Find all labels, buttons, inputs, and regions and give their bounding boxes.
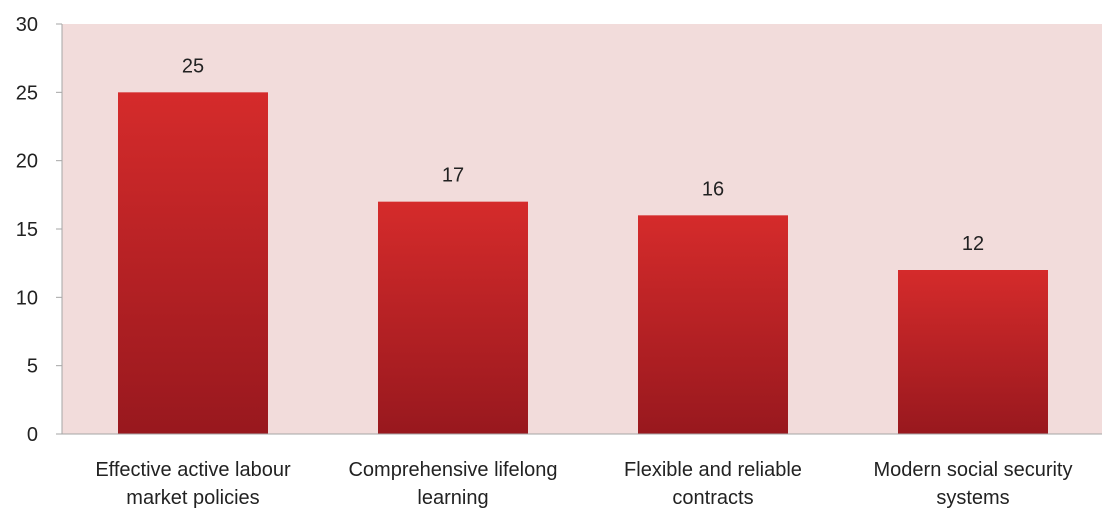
y-tick-label: 30: [16, 14, 38, 36]
category-label: Modern social security: [874, 459, 1073, 481]
bar-value-label: 12: [962, 233, 984, 255]
bar-value-label: 25: [182, 55, 204, 77]
y-tick-label: 10: [16, 287, 38, 309]
category-label: systems: [936, 487, 1009, 509]
data-labels: 25 17 16 12: [182, 55, 984, 255]
bar: [638, 215, 788, 434]
category-label: Effective active labour: [95, 459, 291, 481]
category-label: learning: [417, 487, 488, 509]
bar: [118, 92, 268, 434]
bar: [378, 201, 528, 434]
bar-value-label: 16: [702, 178, 724, 200]
bars: [118, 92, 1048, 434]
category-label: Comprehensive lifelong: [348, 459, 557, 481]
bar: [898, 270, 1048, 434]
y-axis-ticks: 0 5 10 15 20 25 30: [16, 14, 62, 446]
y-tick-label: 5: [27, 356, 38, 378]
category-labels: Effective active labour market policies Co…: [95, 459, 1072, 509]
category-label: contracts: [672, 487, 753, 509]
category-label: Flexible and reliable: [624, 459, 802, 481]
y-tick-label: 25: [16, 82, 38, 104]
category-label: market policies: [126, 487, 259, 509]
bar-value-label: 17: [442, 165, 464, 187]
y-tick-label: 15: [16, 219, 38, 241]
y-tick-label: 20: [16, 151, 38, 173]
y-tick-label: 0: [27, 424, 38, 446]
